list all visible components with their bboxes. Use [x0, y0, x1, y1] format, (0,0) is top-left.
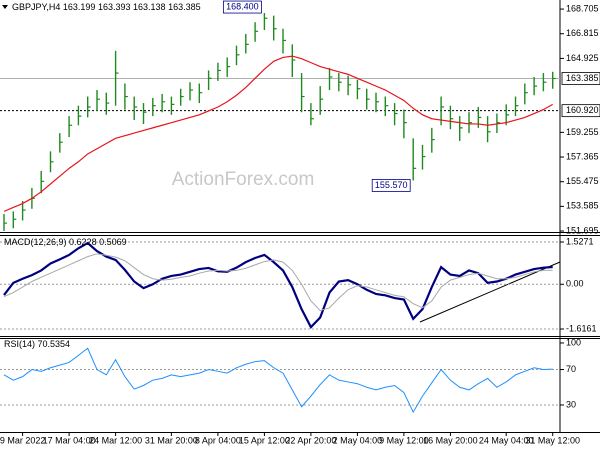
- ohlc-readout: 163.138: [133, 2, 166, 12]
- panel-title: RSI(14) 70.5354: [4, 339, 70, 349]
- indicator-readout: 0.6228: [69, 237, 97, 247]
- x-tick-label: 24 Mar 12:00: [89, 435, 142, 445]
- indicator-line: [3, 253, 553, 312]
- x-tick-label: 22 Apr 20:00: [285, 435, 336, 445]
- y-tick-label: 151.695: [566, 225, 599, 235]
- dropdown-icon: [2, 5, 8, 9]
- trend-line: [419, 261, 561, 323]
- moving-average: [3, 55, 553, 212]
- last-price-box: [561, 72, 600, 85]
- y-tick-label: 1.5271: [566, 236, 594, 246]
- y-tick-label: 153.585: [566, 201, 599, 211]
- x-tick-label: 31 Mar 20:00: [145, 435, 198, 445]
- x-tick-label: 31 May 12:00: [525, 435, 580, 445]
- y-tick-label: 70: [566, 364, 576, 374]
- ohlc-readout: 163.199: [63, 2, 96, 12]
- y-tick-label: 157.365: [566, 151, 599, 161]
- annotation-box: [222, 0, 262, 14]
- x-tick-label: 24 May 04:00: [479, 435, 534, 445]
- panel-title: MACD(12,26,9) 0.6228 0.5069: [4, 237, 127, 247]
- ohlc-readout: 163.393: [98, 2, 131, 12]
- indicator-line: [3, 347, 553, 414]
- indicator-readout: 0.5069: [99, 237, 127, 247]
- x-tick-label: 9 May 12:00: [379, 435, 429, 445]
- symbol: GBPJPY,H4: [12, 2, 60, 12]
- annotation-box: [371, 179, 411, 192]
- annotation-label: 155.570: [375, 180, 408, 190]
- y-tick-label: -1.6161: [566, 323, 597, 333]
- y-tick-label: 159.255: [566, 127, 599, 137]
- x-tick-label: 15 Apr 12:00: [239, 435, 290, 445]
- indicator-name: MACD(12,26,9): [4, 237, 67, 247]
- x-tick-label: 16 May 20:00: [423, 435, 478, 445]
- indicator-readout: 70.5354: [38, 339, 71, 349]
- y-tick-label: 100: [566, 337, 581, 347]
- indicator-line: [3, 241, 553, 330]
- y-tick-label: 168.705: [566, 3, 599, 13]
- indicator-name: RSI(14): [4, 339, 35, 349]
- x-tick-label: 9 Mar 2022: [0, 435, 45, 445]
- annotation-label: 168.400: [226, 1, 259, 11]
- panel-title: GBPJPY,H4 163.199 163.393 163.138 163.38…: [12, 2, 201, 12]
- y-tick-label: 164.925: [566, 53, 599, 63]
- y-tick-label: 30: [566, 399, 576, 409]
- level-box: [561, 104, 600, 118]
- x-tick-label: 8 Apr 04:00: [195, 435, 241, 445]
- last-price-label: 163.385: [566, 73, 599, 83]
- y-tick-label: 166.815: [566, 28, 599, 38]
- watermark: ActionForex.com: [172, 169, 315, 190]
- level-label: 160.920: [566, 105, 599, 115]
- y-tick-label: 0.00: [566, 279, 584, 289]
- x-tick-label: 17 Mar 04:00: [43, 435, 96, 445]
- ohlc-readout: 163.385: [168, 2, 201, 12]
- y-tick-label: 155.475: [566, 176, 599, 186]
- x-tick-label: 2 May 04:00: [333, 435, 383, 445]
